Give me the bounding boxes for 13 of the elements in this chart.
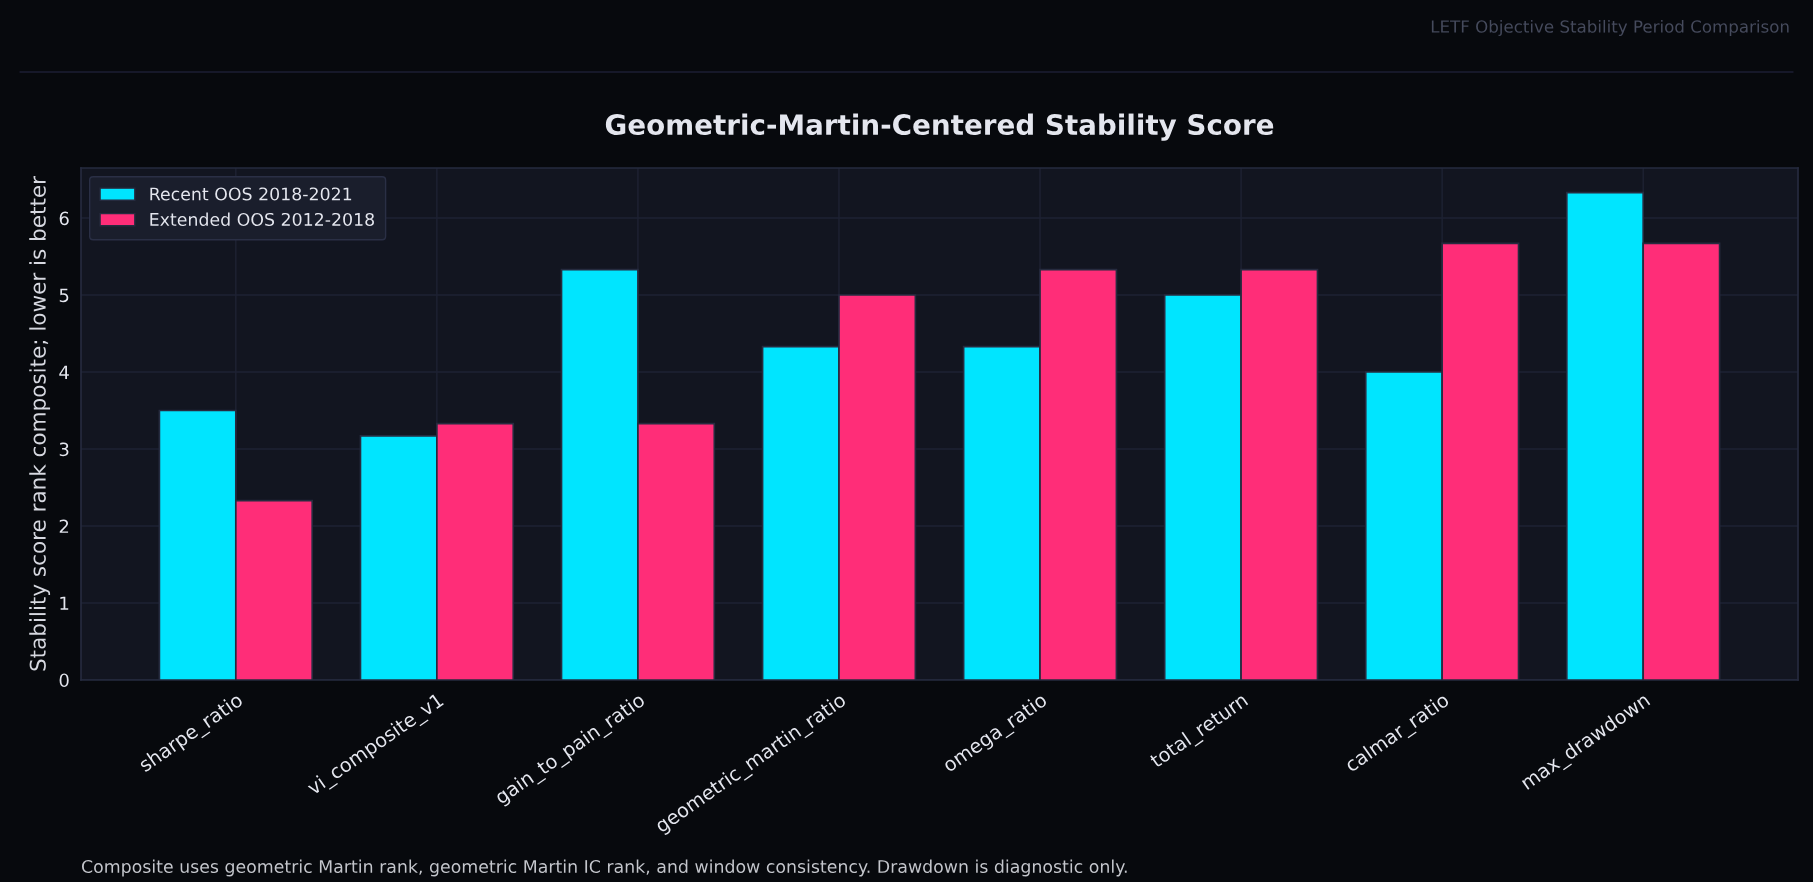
legend-label: Recent OOS 2018-2021 xyxy=(150,187,352,201)
y-tick-label: 4 xyxy=(59,365,69,379)
y-axis-title: Stability score rank composite; lower is better xyxy=(29,175,51,671)
text: LETF Objective Stability Period Comparison xyxy=(1431,19,1789,37)
y-tick-label: 0 xyxy=(59,673,69,688)
y-tick-label: 1 xyxy=(60,596,69,610)
legend-label: Extended OOS 2012-2018 xyxy=(150,212,374,227)
chart-title: Geometric-Martin-Centered Stability Score xyxy=(605,113,1274,141)
y-tick-label: 5 xyxy=(59,288,69,303)
y-tick-label: 3 xyxy=(59,442,69,457)
y-tick-label: 6 xyxy=(59,211,69,226)
text: Composite uses geometric Martin rank, geometric Martin IC rank, and window consistency. Drawdown is diagnostic only. xyxy=(81,859,1127,877)
y-tick-label: 2 xyxy=(59,519,69,533)
